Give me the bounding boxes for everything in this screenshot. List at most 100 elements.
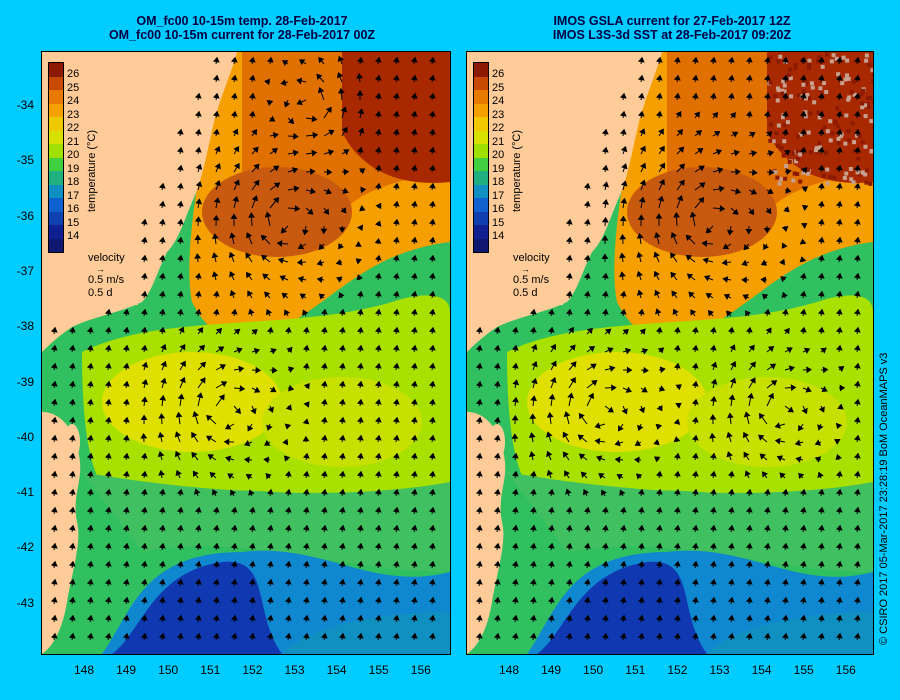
colorbar-swatch (474, 158, 488, 172)
cloud-pixel (822, 81, 826, 85)
cloud-pixel (864, 181, 868, 185)
longitude-tick-label: 150 (158, 663, 178, 677)
cloud-pixel (869, 149, 873, 153)
longitude-tick-label: 148 (499, 663, 519, 677)
velocity-speed: 0.5 m/s (88, 274, 125, 287)
cloud-pixel (801, 83, 805, 87)
cloud-pixel (863, 172, 867, 176)
colorbar-tick-label: 24 (67, 95, 79, 109)
cloud-pixel (865, 168, 869, 172)
cloud-pixel (849, 167, 853, 171)
velocity-legend: velocity → 0.5 m/s 0.5 d (513, 252, 550, 300)
colorbar-swatch (474, 239, 488, 253)
colorbar-tick-label: 14 (492, 230, 504, 244)
left-title-line1: OM_fc00 10-15m temp. 28-Feb-2017 (22, 14, 462, 28)
colorbar-ticks: 26 25 24 23 22 21 20 19 18 17 16 15 14 (492, 68, 504, 244)
latitude-tick-label: -36 (17, 209, 34, 223)
colorbar-ticks: 26 25 24 23 22 21 20 19 18 17 16 15 14 (67, 68, 79, 244)
velocity-scale-arrow: → (521, 265, 550, 274)
longitude-tick-label: 155 (794, 663, 814, 677)
colorbar-tick-label: 24 (492, 95, 504, 109)
credit-text: © CSIRO 2017 05-Mar-2017 23:28:19 BoM Oc… (878, 353, 890, 645)
colorbar-swatch (474, 185, 488, 199)
left-map-title: OM_fc00 10-15m temp. 28-Feb-2017 OM_fc00… (22, 14, 462, 42)
cloud-pixel (830, 59, 834, 63)
colorbar-tick-label: 16 (67, 203, 79, 217)
right-title-line2: IMOS L3S-3d SST at 28-Feb-2017 09:20Z (452, 28, 892, 42)
cloud-pixel (830, 131, 834, 135)
cloud-pixel (783, 177, 787, 181)
colorbar-tick-label: 16 (492, 203, 504, 217)
cloud-pixel (769, 55, 773, 59)
cloud-pixel (772, 139, 776, 143)
cloud-pixel (814, 148, 818, 152)
right-map-title: IMOS GSLA current for 27-Feb-2017 12Z IM… (452, 14, 892, 42)
cloud-pixel (782, 154, 786, 158)
cloud-pixel (872, 73, 873, 77)
cloud-pixel (818, 86, 822, 90)
cloud-pixel (810, 81, 814, 85)
cloud-pixel (802, 89, 806, 93)
colorbar-swatch (49, 90, 63, 104)
cloud-pixel (777, 124, 781, 128)
colorbar-tick-label: 23 (67, 109, 79, 123)
cloud-pixel (843, 142, 847, 146)
colorbar-title: temperature (°C) (511, 130, 523, 212)
cloud-pixel (807, 66, 811, 70)
colorbar-tick-label: 21 (492, 136, 504, 150)
colorbar-tick-label: 18 (67, 176, 79, 190)
cloud-pixel (868, 182, 872, 186)
longitude-tick-label: 149 (541, 663, 561, 677)
colorbar-tick-label: 18 (492, 176, 504, 190)
cloud-pixel (769, 81, 773, 85)
cloud-pixel (842, 56, 846, 60)
cloud-pixel (811, 86, 815, 90)
cloud-pixel (856, 157, 860, 161)
cool-eddy-left (527, 352, 707, 452)
latitude-tick-label: -40 (17, 430, 34, 444)
cloud-pixel (778, 55, 782, 59)
velocity-label: velocity (88, 252, 125, 265)
colorbar (473, 62, 489, 253)
cloud-pixel (773, 94, 777, 98)
cloud-pixel (826, 129, 830, 133)
cloud-pixel (825, 52, 829, 56)
cloud-pixel (780, 92, 784, 96)
latitude-tick-label: -43 (17, 596, 34, 610)
cloud-pixel (825, 168, 829, 172)
cloud-pixel (860, 102, 864, 106)
colorbar-tick-label: 20 (492, 149, 504, 163)
latitude-tick-label: -39 (17, 375, 34, 389)
right-title-line1: IMOS GSLA current for 27-Feb-2017 12Z (452, 14, 892, 28)
colorbar-swatch (49, 185, 63, 199)
latitude-tick-label: -37 (17, 264, 34, 278)
cloud-pixel (780, 146, 784, 150)
cloud-pixel (807, 63, 811, 67)
longitude-tick-label: 155 (369, 663, 389, 677)
cloud-pixel (791, 179, 795, 183)
colorbar-swatch (474, 104, 488, 118)
cloud-pixel (775, 176, 779, 180)
longitude-tick-label: 151 (200, 663, 220, 677)
cloud-pixel (861, 89, 865, 93)
cloud-pixel (852, 180, 856, 184)
velocity-duration: 0.5 d (513, 287, 550, 300)
cloud-pixel (866, 96, 870, 100)
latitude-tick-label: -38 (17, 319, 34, 333)
cloud-pixel (844, 77, 848, 81)
colorbar-title: temperature (°C) (86, 130, 98, 212)
cloud-pixel (860, 105, 864, 109)
colorbar-swatch (474, 225, 488, 239)
longitude-tick-label: 148 (74, 663, 94, 677)
colorbar-swatch (474, 77, 488, 91)
cloud-pixel (797, 93, 801, 97)
cloud-pixel (852, 80, 856, 84)
longitude-tick-label: 149 (116, 663, 136, 677)
colorbar (48, 62, 64, 253)
cloud-pixel (822, 174, 826, 178)
cloud-pixel (850, 90, 854, 94)
velocity-scale-arrow: → (96, 265, 125, 274)
warm-eddy-core (202, 167, 352, 257)
colorbar-tick-label: 25 (492, 82, 504, 96)
cloud-pixel (788, 68, 792, 72)
